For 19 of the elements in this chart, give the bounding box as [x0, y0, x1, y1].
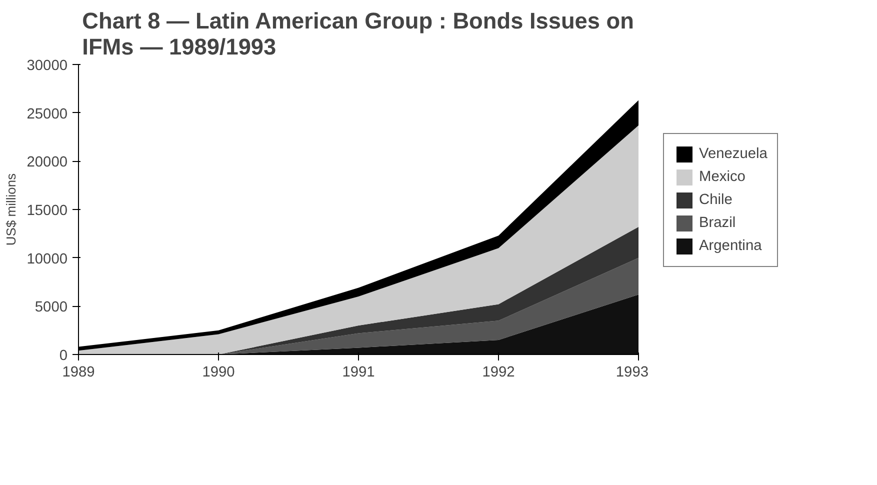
y-tick-label: 20000: [26, 154, 68, 171]
x-tick-label: 1989: [62, 364, 95, 380]
chart-title: Chart 8 — Latin American Group : Bonds Issues on IFMs — 1989/1993: [82, 8, 634, 60]
y-tick-label: 0: [59, 348, 68, 364]
y-tick-label: 10000: [26, 251, 68, 268]
y-tick-label: 25000: [26, 106, 68, 122]
x-tick-label: 1990: [202, 364, 235, 380]
legend-label: Argentina: [699, 238, 762, 254]
x-tick-label: 1993: [616, 364, 649, 380]
x-tick-label: 1992: [482, 364, 515, 380]
y-tick-label: 15000: [26, 203, 68, 219]
y-tick-label: 30000: [26, 58, 68, 74]
y-tick-label: 5000: [34, 300, 68, 316]
legend-label: Chile: [699, 192, 732, 208]
legend-label: Venezuela: [699, 146, 768, 162]
y-axis-title: US$ millions: [4, 172, 19, 246]
legend-label: Brazil: [699, 214, 736, 230]
x-tick-label: 1991: [342, 364, 375, 380]
legend-label: Mexico: [699, 168, 746, 184]
